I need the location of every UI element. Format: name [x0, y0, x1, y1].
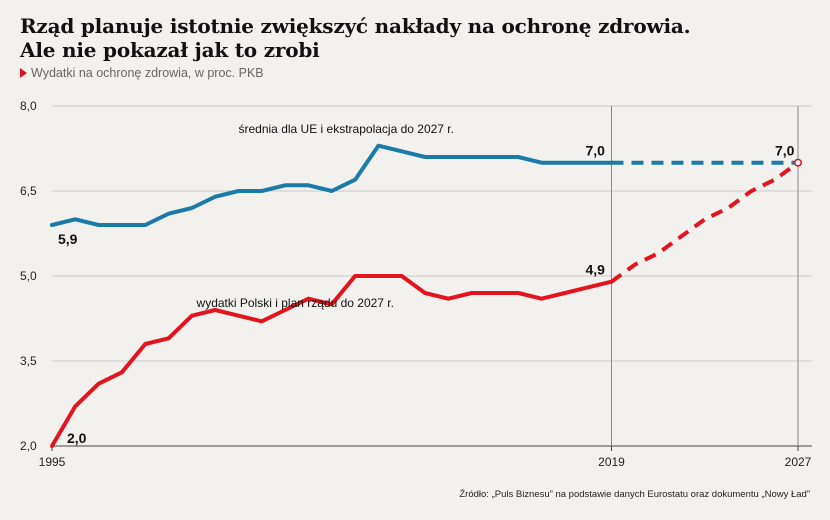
- data-label-eu: 7,0: [586, 143, 606, 159]
- y-tick-label: 5,0: [20, 269, 37, 283]
- chart-subtitle: Wydatki na ochronę zdrowia, w proc. PKB: [20, 66, 264, 80]
- series-endpoint-poland: [794, 158, 802, 167]
- chart-title: Rząd planuje istotnie zwiększyć nakłady …: [20, 14, 691, 62]
- x-tick-label: 2027: [785, 455, 812, 469]
- title-line-2: Ale nie pokazał jak to zrobi: [20, 38, 320, 62]
- y-tick-label: 6,5: [20, 184, 37, 198]
- series-line-poland: [50, 274, 614, 448]
- data-label-eu: 7,0: [775, 143, 795, 159]
- data-label-poland: 4,9: [586, 262, 606, 278]
- series-line-eu: [50, 143, 614, 227]
- data-label-eu: 5,9: [58, 231, 78, 247]
- series-label-poland: wydatki Polski i plan rządu do 2027 r.: [196, 296, 394, 310]
- y-tick-label: 2,0: [20, 439, 37, 453]
- title-line-1: Rząd planuje istotnie zwiększyć nakłady …: [20, 14, 691, 38]
- x-tick-label: 2019: [598, 455, 625, 469]
- source-note: Źródło: „Puls Biznesu” na podstawie dany…: [459, 489, 810, 500]
- series-projection-poland: [610, 161, 800, 284]
- series-label-eu: średnia dla UE i ekstrapolacja do 2027 r…: [239, 122, 454, 136]
- y-tick-label: 3,5: [20, 354, 37, 368]
- subtitle-text: Wydatki na ochronę zdrowia, w proc. PKB: [31, 66, 264, 80]
- x-tick-label: 1995: [39, 455, 66, 469]
- triangle-bullet-icon: [20, 68, 27, 78]
- y-tick-label: 8,0: [20, 99, 37, 113]
- data-label-poland: 2,0: [67, 430, 87, 446]
